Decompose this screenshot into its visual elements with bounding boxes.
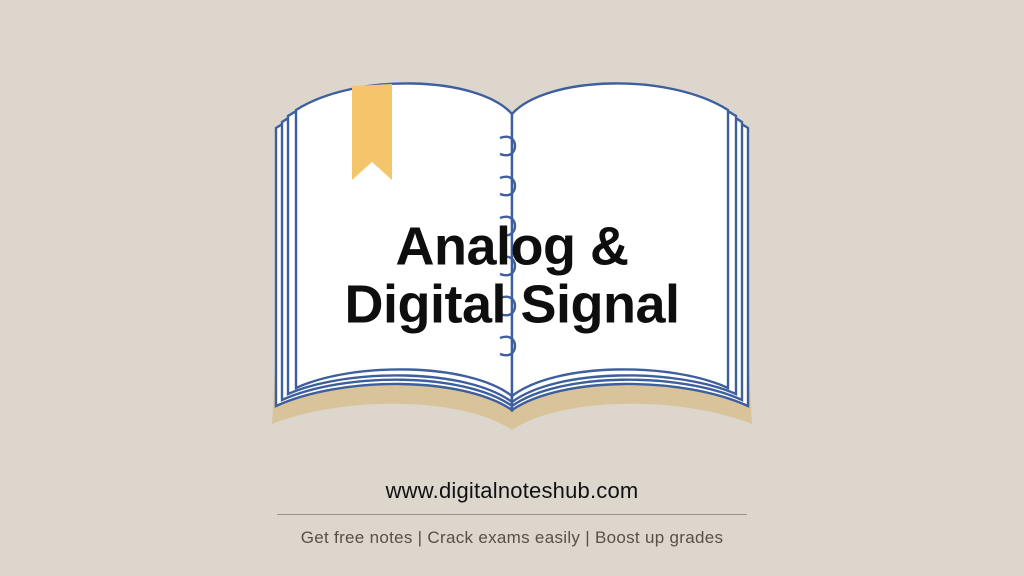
website-url: www.digitalnoteshub.com (386, 478, 639, 504)
main-title: Analog & Digital Signal (344, 218, 679, 335)
title-line-1: Analog & (344, 218, 679, 276)
title-line-2: Digital Signal (344, 276, 679, 334)
divider-line (277, 514, 747, 515)
tagline-text: Get free notes | Crack exams easily | Bo… (301, 528, 724, 548)
open-book-illustration: Analog & Digital Signal (222, 44, 802, 452)
